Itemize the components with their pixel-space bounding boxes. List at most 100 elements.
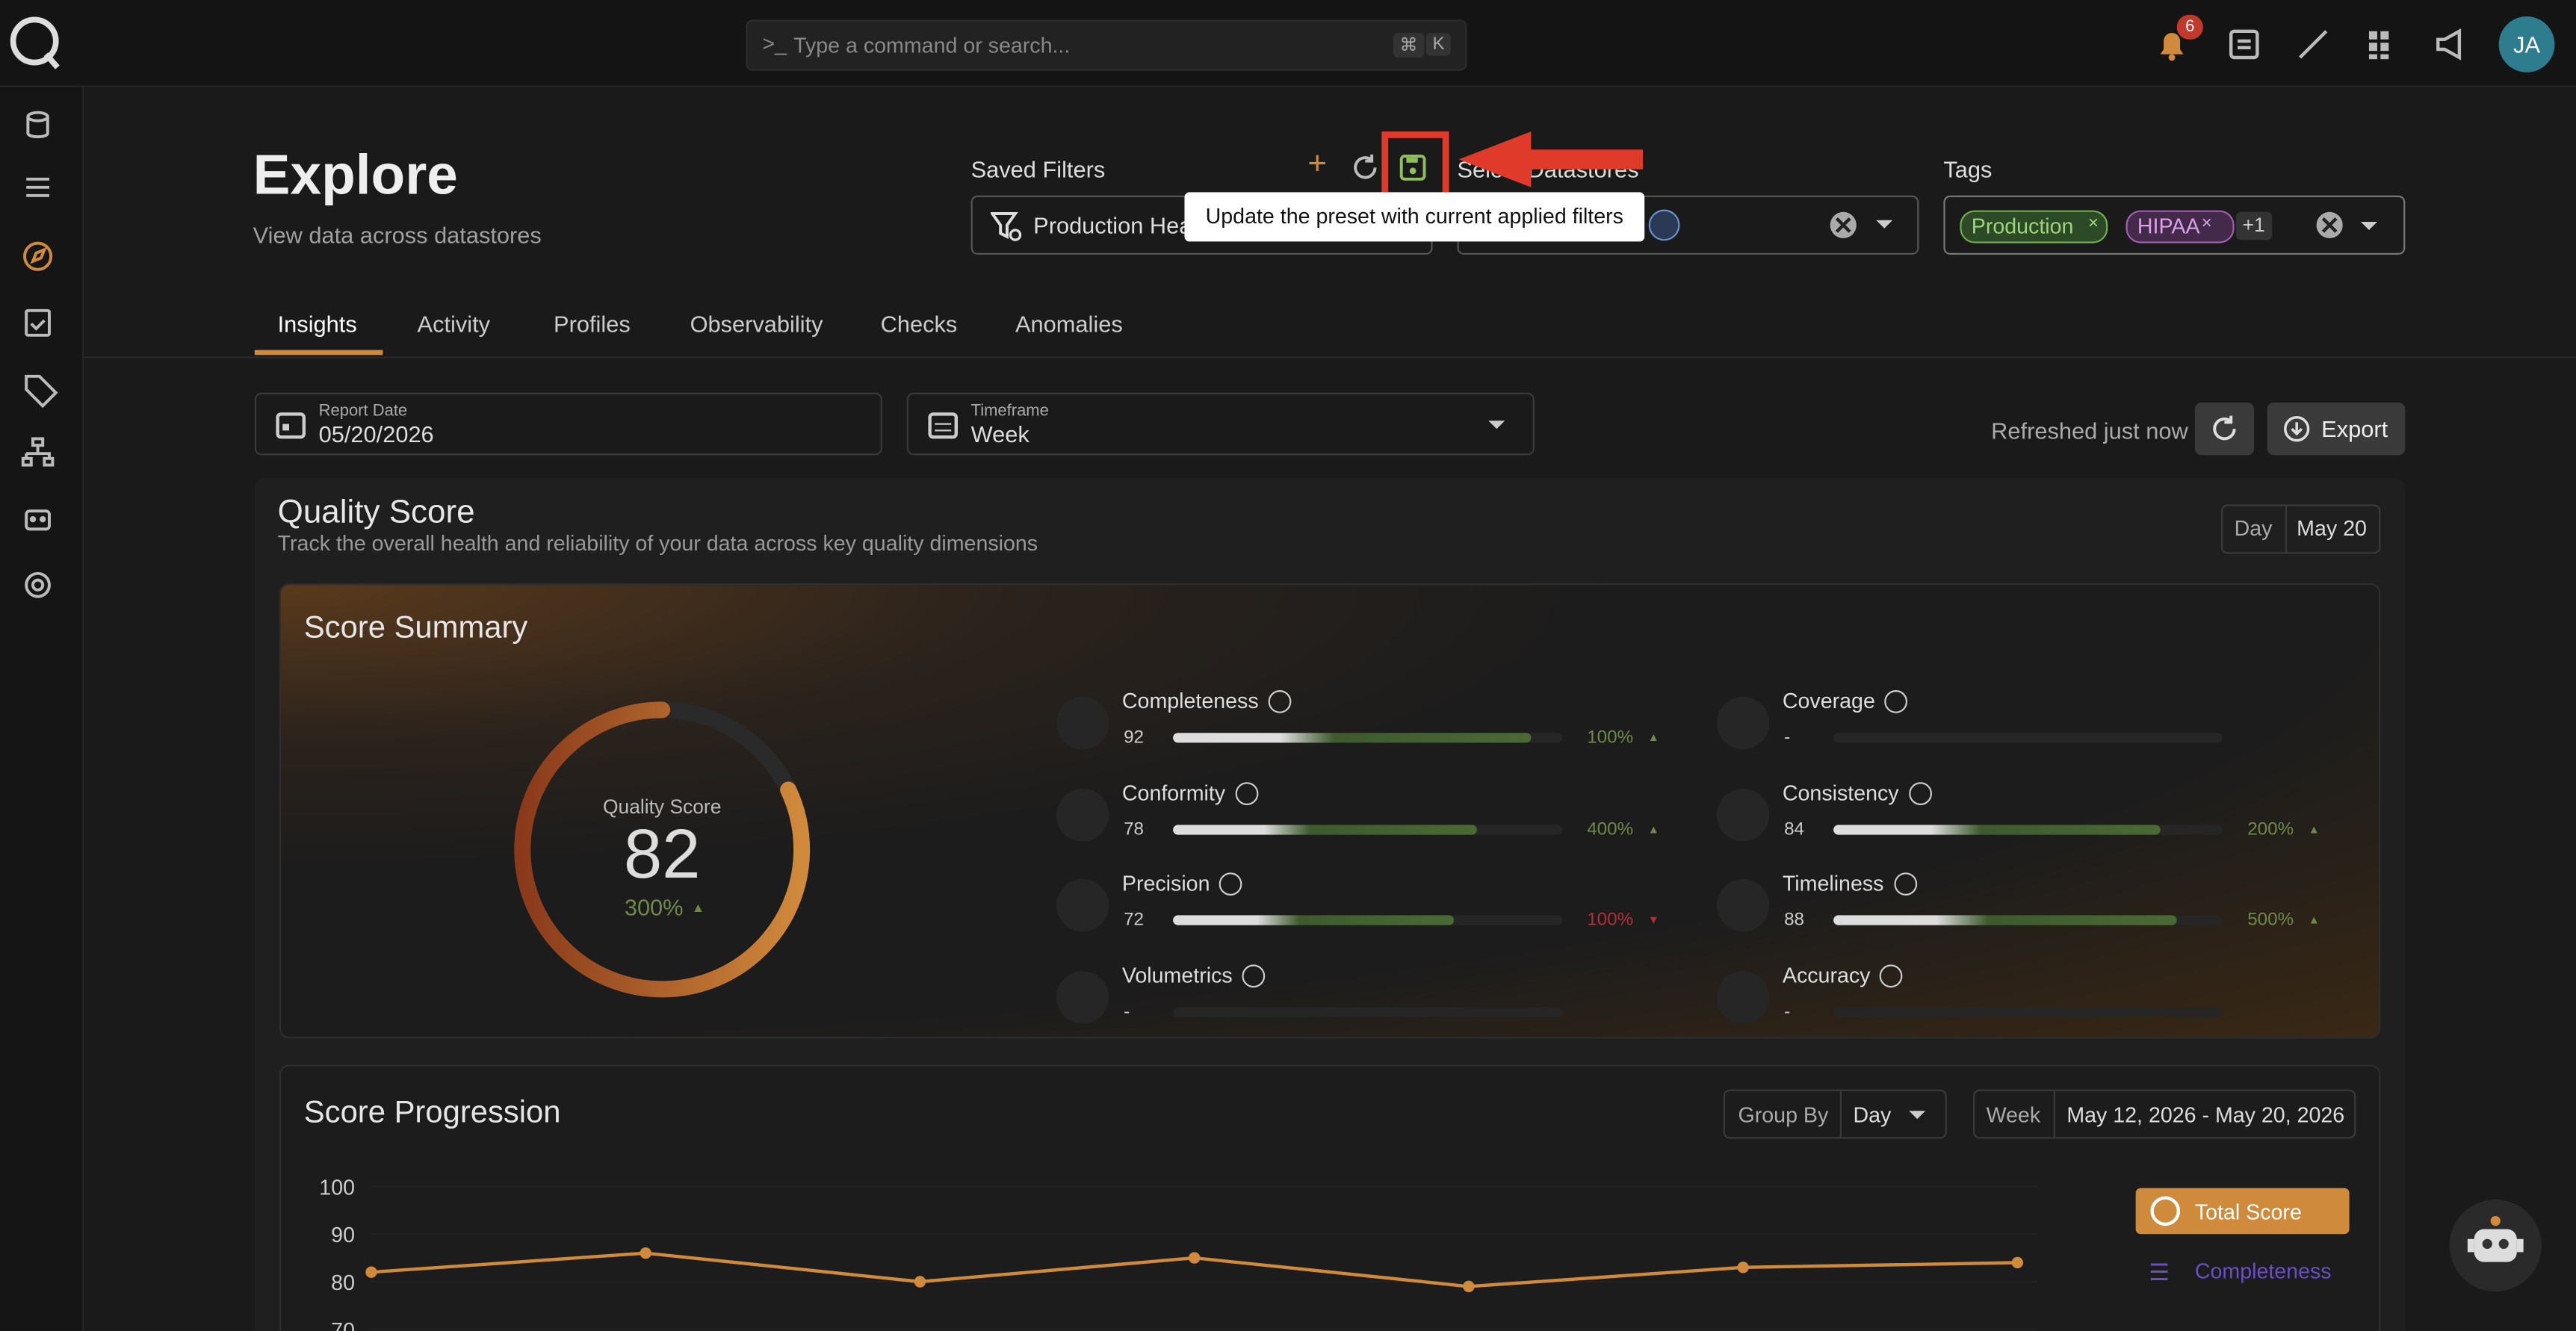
point bbox=[2011, 1256, 2024, 1269]
tag-chip[interactable]: Production bbox=[1960, 210, 2108, 243]
trend-arrow: ▲ bbox=[1647, 733, 1659, 745]
metric-icon bbox=[1716, 696, 1770, 750]
metric-icon bbox=[1056, 696, 1109, 750]
date-chip[interactable] bbox=[2221, 504, 2381, 554]
metric-score: 72 bbox=[1124, 910, 1145, 931]
legend-label[interactable]: Completeness bbox=[2194, 1259, 2332, 1284]
point bbox=[914, 1276, 926, 1288]
tab-indicator bbox=[254, 350, 383, 356]
tags-select[interactable] bbox=[1943, 195, 2406, 255]
summary-card bbox=[279, 583, 2381, 1039]
info-icon bbox=[1242, 964, 1266, 988]
metric-score: 88 bbox=[1784, 910, 1805, 931]
info-icon bbox=[1268, 690, 1292, 713]
tab[interactable]: Profiles bbox=[554, 310, 631, 337]
export-icon bbox=[2284, 416, 2310, 442]
metric-name: Precision bbox=[1121, 871, 1210, 896]
divider bbox=[81, 356, 2576, 359]
group-by[interactable] bbox=[1723, 1089, 1947, 1139]
card-title: Score Summary bbox=[303, 611, 528, 646]
date: May 20 bbox=[2297, 515, 2367, 541]
gauge-change: 300% bbox=[624, 893, 684, 920]
metric-score: 92 bbox=[1124, 727, 1145, 748]
metric-icon bbox=[1716, 789, 1770, 842]
legend-label: Total Score bbox=[2194, 1200, 2302, 1224]
refresh-icon bbox=[2213, 415, 2236, 441]
bell[interactable] bbox=[2154, 26, 2190, 62]
report-date[interactable] bbox=[254, 392, 882, 456]
progression-card bbox=[279, 1064, 2381, 1331]
tooltip: Update the preset with current applied f… bbox=[1184, 192, 1645, 242]
search[interactable] bbox=[746, 19, 1467, 71]
bar-fill bbox=[1833, 825, 2161, 835]
metric-icon bbox=[1056, 789, 1109, 842]
metric-change: 100% bbox=[1587, 727, 1634, 748]
info-icon bbox=[1880, 964, 1904, 988]
tab[interactable]: Insights bbox=[277, 310, 357, 337]
label: Tags bbox=[1943, 156, 1993, 183]
value: May 12, 2026 - May 20, 2026 bbox=[2066, 1102, 2345, 1128]
calendar bbox=[928, 412, 959, 439]
sidebar-icons[interactable] bbox=[19, 105, 62, 615]
separator bbox=[1839, 1090, 1842, 1138]
bar-track bbox=[1173, 1007, 1563, 1017]
reset-button[interactable] bbox=[1351, 153, 1381, 183]
field-label: Report Date bbox=[318, 403, 408, 421]
tab[interactable]: Anomalies bbox=[1015, 310, 1123, 337]
metric-name: Consistency bbox=[1782, 781, 1899, 805]
tab[interactable]: Activity bbox=[417, 310, 491, 337]
y-tick-label: 100 bbox=[319, 1176, 355, 1200]
metric-name: Completeness bbox=[1121, 688, 1259, 713]
export-label: Export bbox=[2321, 415, 2388, 442]
annotation-arrow bbox=[1458, 131, 1643, 187]
toolbar-icons[interactable] bbox=[2228, 28, 2425, 60]
range[interactable] bbox=[1972, 1089, 2356, 1139]
bar-fill bbox=[1173, 825, 1477, 835]
metric-change: 200% bbox=[2247, 819, 2294, 840]
refreshed-text: Refreshed just now bbox=[1991, 417, 2188, 444]
legend-icon: ☰ bbox=[2149, 1259, 2170, 1285]
export-button[interactable] bbox=[2267, 403, 2406, 456]
separator bbox=[2285, 506, 2287, 553]
save-button[interactable] bbox=[1398, 153, 1428, 183]
tag-chip[interactable]: HIPAA bbox=[2125, 210, 2235, 243]
announce[interactable] bbox=[2435, 28, 2468, 60]
avatar[interactable]: JA bbox=[2498, 16, 2555, 72]
page-title: Explore bbox=[253, 144, 458, 208]
value: Day bbox=[1853, 1102, 1892, 1128]
y-tick-label: 90 bbox=[331, 1223, 355, 1247]
bar-fill bbox=[1833, 915, 2176, 925]
bar-track bbox=[1833, 733, 2223, 743]
tab[interactable]: Observability bbox=[690, 310, 823, 337]
metric-icon bbox=[1716, 971, 1770, 1024]
trend-arrow: ▼ bbox=[1647, 915, 1659, 927]
clear-tags[interactable] bbox=[2313, 208, 2388, 241]
metric-change: 500% bbox=[2247, 910, 2294, 931]
section-title: Quality Score bbox=[277, 494, 475, 531]
line-chart: 100 90 80 70 bbox=[319, 1176, 2037, 1331]
timeframe[interactable] bbox=[906, 392, 1535, 456]
metric-score: - bbox=[1784, 727, 1791, 748]
point bbox=[640, 1247, 651, 1259]
metric-icon bbox=[1056, 879, 1109, 932]
info-icon bbox=[1908, 782, 1932, 805]
kbd: ⌘ bbox=[1393, 33, 1425, 58]
refresh-button[interactable] bbox=[2194, 403, 2255, 456]
saved-filter-value: Production Hea bbox=[1033, 211, 1192, 238]
label: Saved Filters bbox=[970, 156, 1106, 183]
metric-name: Coverage bbox=[1782, 688, 1875, 713]
add-button[interactable]: + bbox=[1307, 146, 1328, 183]
point bbox=[1463, 1280, 1475, 1293]
trend-arrow: ▲ bbox=[2308, 915, 2320, 927]
metric-score: - bbox=[1124, 1002, 1130, 1023]
tab[interactable]: Checks bbox=[880, 310, 958, 337]
bar-fill bbox=[1173, 733, 1532, 743]
tag-remove[interactable]: × bbox=[2087, 214, 2099, 234]
gauge-score: 82 bbox=[623, 815, 701, 893]
logo bbox=[10, 16, 60, 69]
info-icon bbox=[1235, 782, 1259, 805]
more-tags[interactable]: +1 bbox=[2235, 211, 2272, 241]
tag-remove[interactable]: × bbox=[2201, 214, 2212, 234]
